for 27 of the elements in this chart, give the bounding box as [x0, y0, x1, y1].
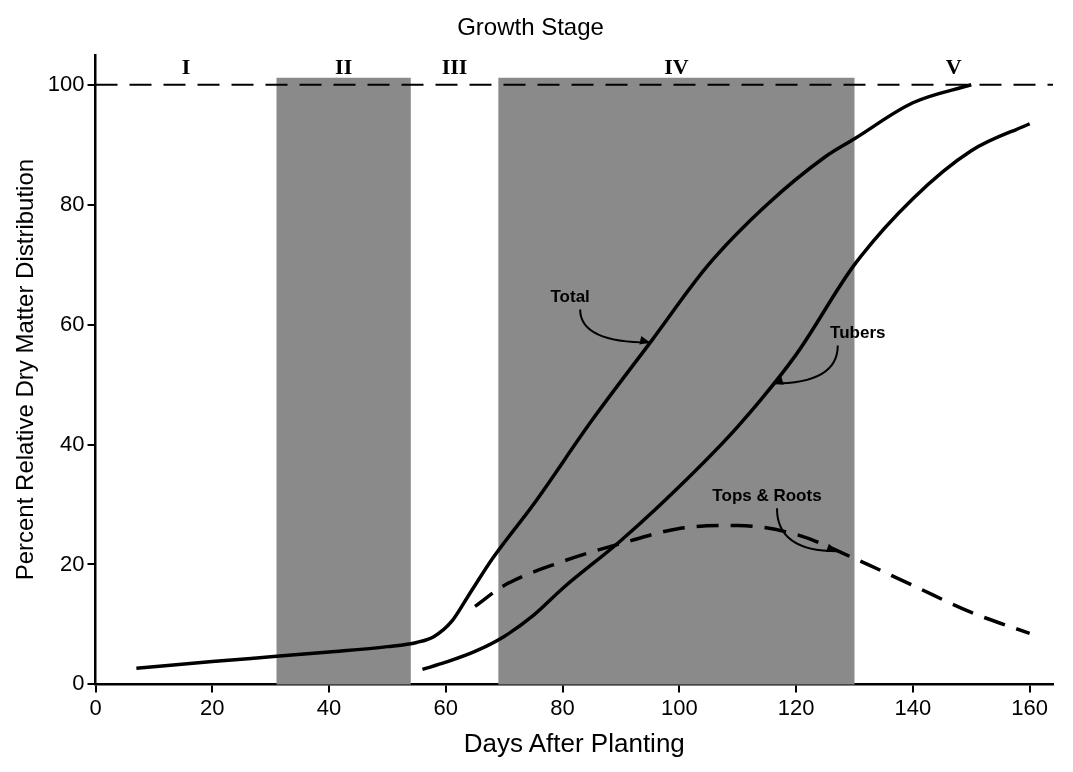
annotation: Total	[550, 287, 590, 307]
x-tick-label: 140	[894, 694, 932, 720]
x-tick-label: 80	[550, 694, 575, 720]
y-tick-label: 0	[72, 670, 85, 696]
annotation: V	[945, 54, 962, 80]
x-tick-label: 0	[89, 694, 102, 720]
annotation: I	[181, 54, 191, 80]
band-label: II	[335, 54, 353, 80]
x-tick-label: 120	[777, 694, 815, 720]
y-tick-label: 100	[47, 70, 85, 96]
x-tick-label: 60	[433, 694, 459, 720]
y-axis-title: Percent Relative Dry Matter Distribution	[11, 158, 39, 581]
x-tick-label: 160	[1011, 694, 1049, 720]
chart-title: Growth Stage	[457, 13, 604, 41]
x-tick-label: 20	[200, 694, 225, 720]
x-tick-label: 100	[660, 694, 698, 720]
y-tick-label: 20	[60, 550, 85, 576]
annotation: III	[441, 54, 468, 80]
x-axis-title: Days After Planting	[463, 727, 685, 758]
y-tick-label: 80	[60, 190, 85, 216]
x-tick-label: 40	[316, 694, 342, 720]
band-label: IV	[664, 54, 689, 80]
y-tick-label: 60	[60, 310, 85, 336]
annotation: Tubers	[830, 323, 886, 343]
annotation: Tops & Roots	[712, 485, 822, 505]
y-tick-label: 40	[60, 430, 85, 456]
line-series	[420, 122, 1032, 672]
